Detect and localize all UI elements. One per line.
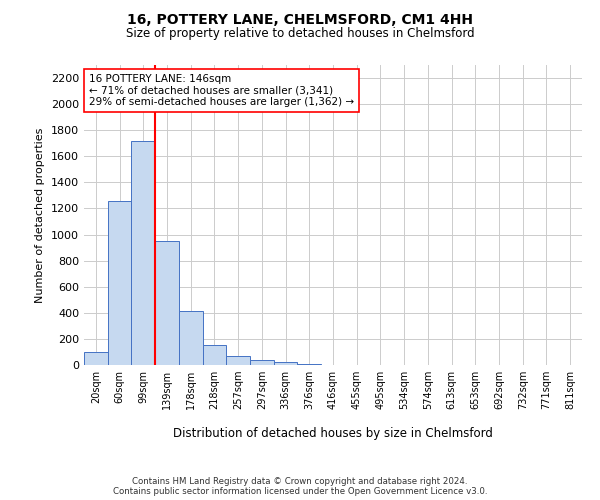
Text: 16, POTTERY LANE, CHELMSFORD, CM1 4HH: 16, POTTERY LANE, CHELMSFORD, CM1 4HH — [127, 12, 473, 26]
Bar — [155, 241, 179, 365]
Text: Contains HM Land Registry data © Crown copyright and database right 2024.: Contains HM Land Registry data © Crown c… — [132, 478, 468, 486]
Bar — [274, 362, 298, 365]
Text: Size of property relative to detached houses in Chelmsford: Size of property relative to detached ho… — [125, 28, 475, 40]
Bar — [131, 140, 155, 365]
Bar — [203, 346, 226, 365]
Bar — [226, 356, 250, 365]
Text: Contains public sector information licensed under the Open Government Licence v3: Contains public sector information licen… — [113, 488, 487, 496]
Bar — [179, 311, 203, 365]
Text: Distribution of detached houses by size in Chelmsford: Distribution of detached houses by size … — [173, 428, 493, 440]
Text: 16 POTTERY LANE: 146sqm
← 71% of detached houses are smaller (3,341)
29% of semi: 16 POTTERY LANE: 146sqm ← 71% of detache… — [89, 74, 354, 107]
Y-axis label: Number of detached properties: Number of detached properties — [35, 128, 46, 302]
Bar — [108, 202, 131, 365]
Bar — [250, 360, 274, 365]
Bar — [298, 364, 321, 365]
Bar — [84, 352, 108, 365]
